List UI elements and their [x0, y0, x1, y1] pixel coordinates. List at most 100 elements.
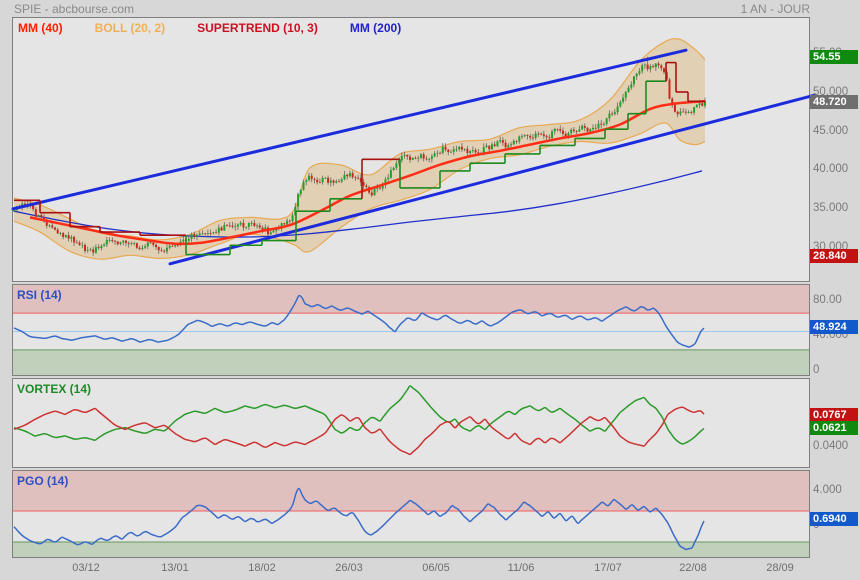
candle-body	[215, 232, 218, 234]
candle-body	[376, 187, 379, 189]
candle-body	[387, 177, 390, 180]
candle-body	[78, 242, 81, 245]
candle-body	[152, 242, 155, 245]
pgo-axis-label: 4.000	[813, 483, 842, 496]
candle-body	[359, 178, 362, 183]
candle-body	[485, 145, 488, 148]
candle-body	[73, 236, 76, 243]
candle-body	[496, 141, 499, 147]
candle-body	[540, 133, 543, 135]
candle-body	[108, 239, 111, 241]
candle-body	[632, 76, 635, 85]
candle-body	[378, 187, 381, 189]
candle-body	[493, 144, 496, 147]
candle-body	[537, 133, 540, 135]
price-value-badge: 48.720	[810, 94, 858, 109]
candle-body	[294, 206, 297, 216]
mm200-line	[13, 170, 703, 238]
candle-body	[663, 68, 666, 73]
candle-body	[529, 135, 532, 138]
candle-body	[168, 245, 171, 248]
candle-body	[297, 194, 300, 207]
pgo-line	[13, 487, 705, 551]
candle-body	[316, 179, 319, 183]
candle-body	[654, 63, 657, 68]
candle-body	[332, 180, 335, 183]
candle-body	[635, 73, 638, 77]
candle-body	[638, 71, 641, 74]
candle-body	[682, 111, 685, 113]
candle-body	[411, 157, 414, 160]
candle-body	[436, 152, 439, 154]
candle-body	[611, 113, 614, 115]
candle-body	[204, 233, 207, 235]
candle-body	[155, 244, 158, 248]
candle-body	[70, 236, 73, 239]
candle-body	[414, 157, 417, 159]
candle-body	[433, 153, 436, 157]
candle-body	[660, 65, 663, 69]
candle-body	[40, 214, 43, 218]
candle-body	[403, 154, 406, 156]
candle-body	[59, 233, 62, 234]
candle-body	[321, 177, 324, 183]
candle-body	[471, 150, 474, 152]
trend-channel-upper	[11, 48, 688, 211]
candle-body	[327, 177, 330, 183]
candle-body	[684, 111, 687, 113]
candle-body	[335, 181, 338, 183]
candle-body	[455, 149, 458, 150]
candle-body	[693, 107, 696, 113]
candle-body	[551, 131, 554, 138]
candle-body	[531, 137, 534, 139]
candle-body	[534, 133, 537, 138]
candle-body	[348, 173, 351, 177]
legend-bollinger: BOLL (20, 2)	[94, 21, 166, 35]
candle-body	[624, 91, 627, 98]
candle-body	[613, 112, 616, 115]
candle-body	[657, 63, 660, 66]
candle-body	[504, 142, 507, 148]
candle-body	[409, 156, 412, 160]
candle-body	[389, 170, 392, 178]
candle-body	[138, 247, 141, 250]
pgo-zone	[13, 471, 809, 511]
candle-body	[627, 87, 630, 92]
candle-body	[133, 243, 136, 244]
candle-body	[149, 242, 152, 244]
candle-body	[695, 105, 698, 108]
bollinger-band-fill	[14, 38, 705, 260]
candle-body	[195, 234, 198, 237]
candle-body	[687, 112, 690, 113]
candle-body	[608, 113, 611, 119]
candle-body	[105, 239, 108, 245]
candle-body	[553, 128, 556, 132]
candle-body	[187, 238, 190, 241]
candle-body	[67, 235, 70, 239]
candle-body	[370, 192, 373, 196]
candle-body	[283, 223, 286, 225]
candle-body	[594, 127, 597, 129]
date-tick-label: 06/05	[422, 562, 450, 574]
candle-body	[114, 240, 117, 242]
candle-body	[458, 146, 461, 150]
candle-body	[310, 175, 313, 179]
candle-body	[329, 180, 332, 183]
candle-body	[89, 249, 92, 251]
candle-body	[515, 140, 518, 142]
candle-body	[482, 147, 485, 153]
price-panel	[12, 17, 810, 282]
legend-mm40: MM (40)	[18, 21, 63, 35]
candle-body	[236, 224, 239, 227]
candle-body	[103, 244, 106, 246]
candle-body	[174, 244, 177, 247]
candle-body	[124, 240, 127, 243]
candle-body	[490, 144, 493, 150]
date-tick-label: 18/02	[248, 562, 276, 574]
pgo-zone	[13, 542, 809, 557]
date-tick-label: 26/03	[335, 562, 363, 574]
date-tick-label: 28/09	[766, 562, 794, 574]
candle-body	[561, 130, 564, 134]
candle-body	[307, 175, 310, 181]
